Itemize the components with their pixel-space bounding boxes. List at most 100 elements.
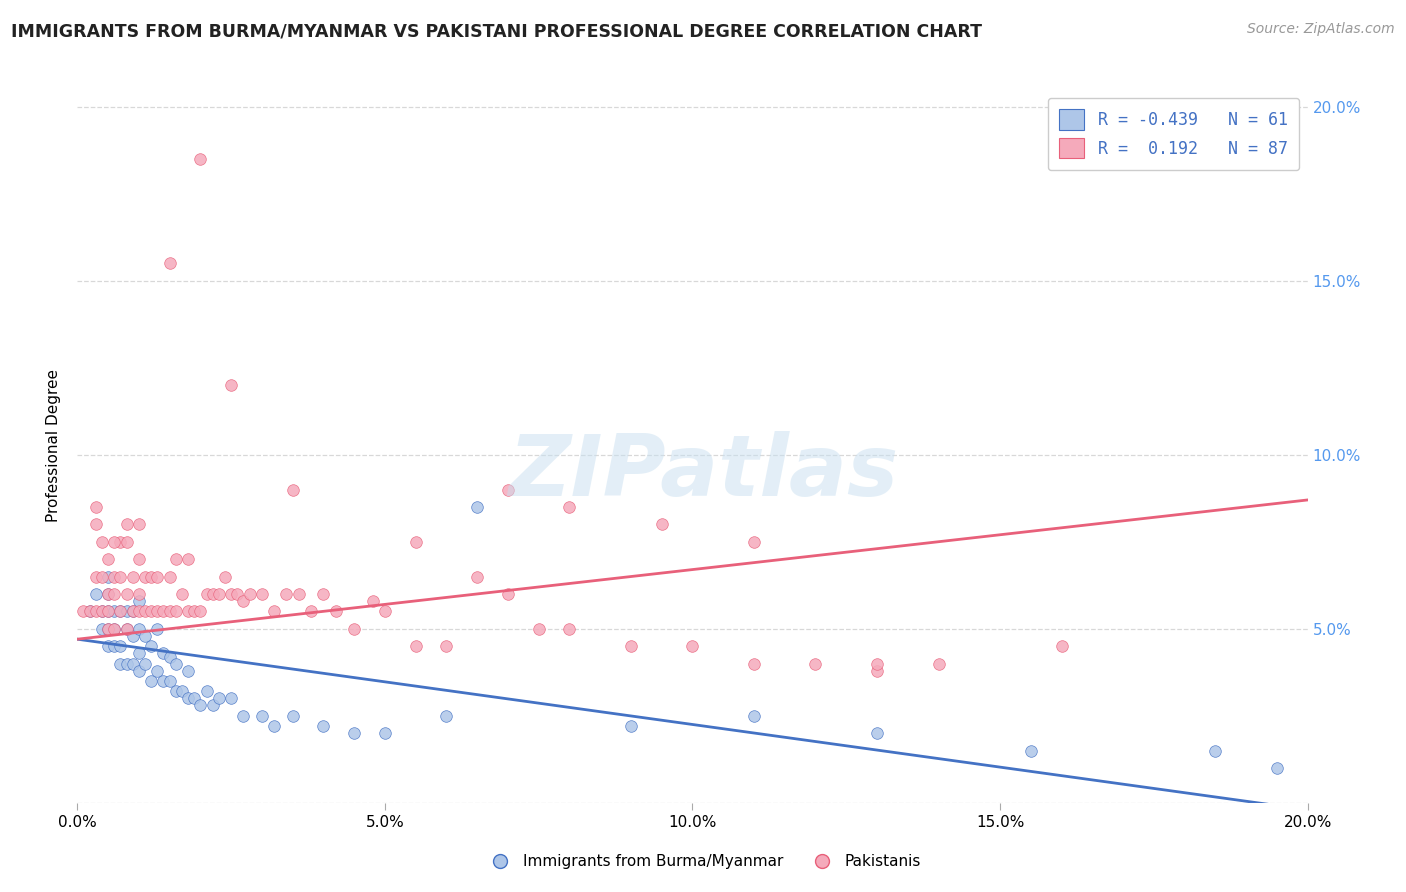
Point — [742, 534, 765, 549]
Point — [159, 256, 181, 270]
Point — [90, 534, 114, 549]
Point — [374, 726, 396, 740]
Point — [128, 594, 150, 608]
Point — [146, 664, 169, 678]
Point — [115, 587, 138, 601]
Point — [312, 719, 335, 733]
Point — [201, 698, 224, 713]
Point — [110, 604, 132, 618]
Point — [146, 569, 169, 583]
Point — [165, 684, 187, 698]
Point — [188, 698, 212, 713]
Point — [866, 726, 889, 740]
Point — [188, 152, 212, 166]
Point — [343, 622, 366, 636]
Point — [134, 629, 156, 643]
Point — [405, 534, 427, 549]
Point — [281, 483, 304, 497]
Point — [152, 646, 174, 660]
Point — [1050, 639, 1073, 653]
Point — [928, 657, 950, 671]
Point — [146, 622, 169, 636]
Point — [97, 587, 120, 601]
Point — [79, 604, 101, 618]
Point — [115, 604, 138, 618]
Point — [103, 604, 125, 618]
Point — [121, 629, 143, 643]
Point — [103, 622, 125, 636]
Point — [128, 552, 150, 566]
Point — [195, 684, 218, 698]
Point — [208, 587, 231, 601]
Point — [141, 569, 163, 583]
Point — [465, 569, 488, 583]
Point — [115, 622, 138, 636]
Point — [128, 622, 150, 636]
Point — [276, 587, 298, 601]
Point — [343, 726, 366, 740]
Point — [226, 587, 249, 601]
Point — [128, 517, 150, 532]
Point — [170, 587, 193, 601]
Point — [97, 569, 120, 583]
Point — [110, 534, 132, 549]
Point — [558, 622, 581, 636]
Point — [361, 594, 384, 608]
Point — [239, 587, 262, 601]
Y-axis label: Professional Degree: Professional Degree — [46, 369, 62, 523]
Point — [121, 657, 143, 671]
Legend: R = -0.439   N = 61, R =  0.192   N = 87: R = -0.439 N = 61, R = 0.192 N = 87 — [1047, 97, 1299, 169]
Point — [183, 691, 205, 706]
Point — [232, 594, 254, 608]
Point — [250, 708, 273, 723]
Point — [436, 708, 458, 723]
Point — [121, 604, 143, 618]
Point — [115, 622, 138, 636]
Point — [128, 646, 150, 660]
Point — [128, 664, 150, 678]
Point — [177, 664, 200, 678]
Point — [682, 639, 704, 653]
Point — [152, 673, 174, 688]
Text: IMMIGRANTS FROM BURMA/MYANMAR VS PAKISTANI PROFESSIONAL DEGREE CORRELATION CHART: IMMIGRANTS FROM BURMA/MYANMAR VS PAKISTA… — [11, 22, 983, 40]
Point — [110, 639, 132, 653]
Point — [115, 657, 138, 671]
Point — [103, 534, 125, 549]
Point — [651, 517, 673, 532]
Point — [97, 622, 120, 636]
Point — [84, 604, 107, 618]
Point — [201, 587, 224, 601]
Point — [72, 604, 94, 618]
Point — [263, 604, 285, 618]
Point — [165, 552, 187, 566]
Point — [866, 657, 889, 671]
Point — [405, 639, 427, 653]
Point — [250, 587, 273, 601]
Point — [165, 604, 187, 618]
Point — [159, 604, 181, 618]
Point — [742, 708, 765, 723]
Point — [620, 719, 643, 733]
Point — [97, 604, 120, 618]
Point — [288, 587, 311, 601]
Point — [97, 622, 120, 636]
Point — [219, 378, 242, 392]
Point — [436, 639, 458, 653]
Text: ZIPatlas: ZIPatlas — [508, 431, 898, 515]
Point — [128, 587, 150, 601]
Point — [141, 604, 163, 618]
Point — [620, 639, 643, 653]
Point — [84, 500, 107, 514]
Point — [110, 604, 132, 618]
Point — [84, 587, 107, 601]
Point — [866, 664, 889, 678]
Point — [299, 604, 322, 618]
Point — [325, 604, 347, 618]
Point — [134, 657, 156, 671]
Point — [188, 604, 212, 618]
Point — [103, 569, 125, 583]
Point — [159, 673, 181, 688]
Point — [281, 708, 304, 723]
Point — [84, 517, 107, 532]
Point — [177, 552, 200, 566]
